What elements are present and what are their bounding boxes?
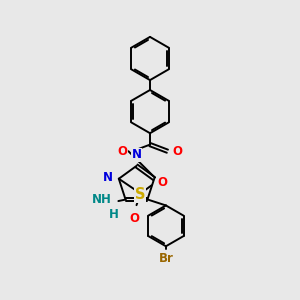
Text: O: O: [129, 212, 140, 225]
Text: N: N: [131, 148, 142, 161]
Text: N: N: [103, 171, 113, 184]
Text: H: H: [109, 208, 118, 220]
Text: O: O: [117, 145, 127, 158]
Text: NH: NH: [92, 193, 112, 206]
Text: S: S: [135, 187, 146, 202]
Text: O: O: [173, 145, 183, 158]
Text: O: O: [157, 176, 167, 189]
Text: Br: Br: [158, 252, 173, 265]
